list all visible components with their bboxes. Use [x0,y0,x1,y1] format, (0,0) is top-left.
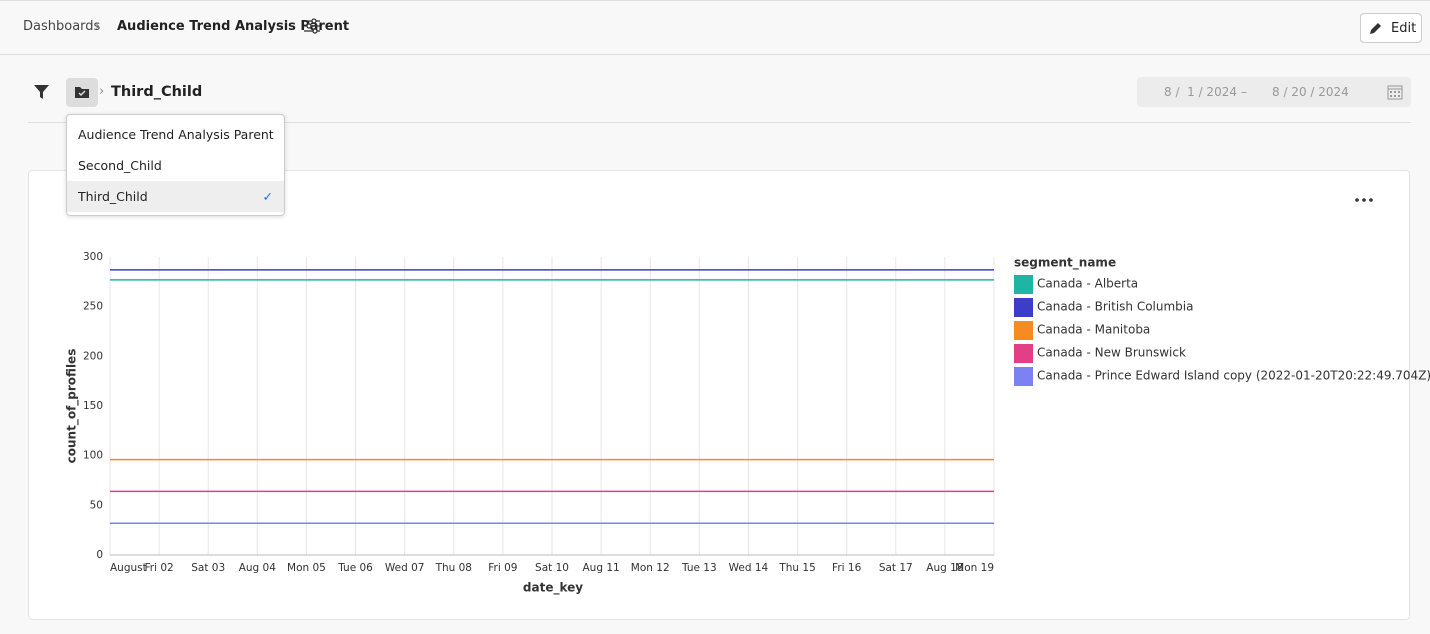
date-end: 8 / 20 / 2024 [1272,85,1349,99]
date-start: 8 / 1 / 2024 [1164,85,1237,99]
x-tick-label: Tue 06 [337,562,373,574]
x-tick-label: Sat 17 [879,562,913,574]
edit-button[interactable]: Edit [1360,13,1422,43]
date-range[interactable]: 8 / 1 / 2024 – 8 / 20 / 2024 [1137,77,1411,107]
x-tick-label: Thu 15 [778,562,815,574]
top-bar: Dashboards › Audience Trend Analysis Par… [0,0,1430,55]
legend-label: Canada - British Columbia [1037,300,1194,314]
x-tick-label: Tue 13 [681,562,717,574]
dashboard-title: Audience Trend Analysis Parent [117,19,350,34]
x-tick-label: Sat 10 [535,562,569,574]
dropdown-item-label: Second_Child [78,158,162,173]
check-icon: ✓ [262,189,273,204]
breadcrumb[interactable]: Dashboards [23,19,101,34]
dropdown-item[interactable]: Third_Child ✓ [67,181,284,212]
dropdown-item-label: Audience Trend Analysis Parent [78,127,274,142]
x-axis-label: date_key [523,581,583,596]
y-tick-label: 0 [96,549,103,561]
pencil-icon [1370,23,1381,34]
divider [28,122,1411,123]
x-tick-label: Fri 02 [145,562,174,574]
folder-button[interactable] [66,78,98,107]
x-tick-label: Aug 18 [926,562,963,574]
legend-label: Canada - Prince Edward Island copy (2022… [1037,369,1430,383]
date-separator: – [1241,85,1247,99]
x-tick-label: Wed 07 [385,562,425,574]
legend-title: segment_name [1014,256,1116,271]
x-tick-label: Aug 11 [583,562,620,574]
current-filter: Third_Child [111,84,203,100]
y-tick-label: 100 [83,450,103,462]
x-tick-label: Fri 09 [488,562,517,574]
folder-icon [75,87,89,98]
y-tick-label: 200 [83,350,103,362]
dropdown-item-label: Third_Child [78,189,148,204]
settings-icon[interactable] [303,17,321,35]
edit-label: Edit [1391,21,1417,36]
calendar-icon [1387,85,1403,100]
x-tick-label: Mon 05 [287,562,326,574]
more-menu[interactable] [1354,197,1374,203]
y-tick-label: 300 [83,251,103,263]
x-tick-label: Mon 12 [631,562,670,574]
legend-swatch [1014,298,1033,317]
y-tick-label: 250 [83,301,103,313]
y-tick-label: 150 [83,400,103,412]
x-tick-label: Aug 04 [239,562,277,574]
dropdown-menu: Audience Trend Analysis Parent Second_Chi… [66,114,285,216]
x-tick-label: Sat 03 [191,562,225,574]
x-tick-label: Wed 14 [729,562,769,574]
chevron: › [99,84,105,99]
x-tick-label: Thu 08 [435,562,472,574]
legend-label: Canada - Alberta [1037,277,1138,291]
filter-icon[interactable] [33,84,51,101]
chart-card [28,170,1410,620]
legend-label: Canada - New Brunswick [1037,346,1186,360]
x-tick-label: Fri 16 [832,562,862,574]
dropdown-item[interactable]: Second_Child [67,150,284,181]
y-axis-label: count_of_profiles [65,349,80,464]
legend-swatch [1014,275,1033,294]
legend-label: Canada - Manitoba [1037,323,1150,337]
x-tick-label: August [110,562,147,574]
legend-swatch [1014,344,1033,363]
x-tick-label: Mon 19 [955,562,994,574]
legend-swatch [1014,367,1033,386]
chevron: › [95,19,101,34]
y-tick-label: 50 [90,499,103,511]
legend-swatch [1014,321,1033,340]
dropdown-item[interactable]: Audience Trend Analysis Parent [67,119,284,150]
